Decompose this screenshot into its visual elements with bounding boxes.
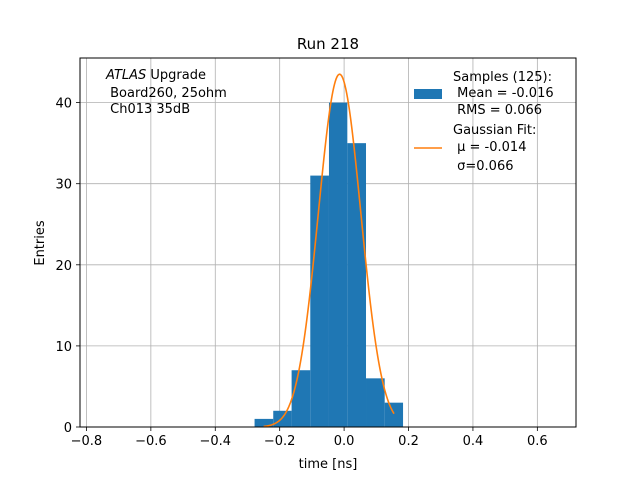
x-tick-label: −0.4 [199, 434, 231, 449]
x-tick-label: 0.4 [463, 434, 484, 449]
x-axis-label: time [ns] [299, 457, 358, 472]
annotation-line-3: Ch013 35dB [106, 102, 190, 117]
annotation-text: Upgrade [146, 68, 206, 83]
chart-title: Run 218 [297, 35, 359, 53]
histogram-bar [254, 418, 274, 427]
x-tick-label: 0.6 [527, 434, 548, 449]
histogram-bar [366, 378, 385, 427]
legend-fit-line-3: σ=0.066 [453, 159, 513, 174]
annotation-line-2: Board260, 25ohm [106, 86, 227, 101]
legend-histogram-swatch [414, 89, 442, 99]
legend-fit-line-1: Gaussian Fit: [453, 123, 536, 138]
legend-samples-line-3: RMS = 0.066 [453, 103, 542, 118]
y-tick-label: 10 [55, 340, 72, 355]
legend-fit-line-2: μ = -0.014 [453, 140, 526, 155]
legend-samples-line-2: Mean = -0.016 [453, 86, 554, 101]
histogram-bar [291, 370, 311, 427]
legend: Samples (125): Mean = -0.016 RMS = 0.066… [414, 70, 554, 174]
annotation-line-1: ATLAS Upgrade [105, 68, 206, 83]
x-tick-label: 0.0 [334, 434, 355, 449]
y-tick-label: 40 [55, 97, 72, 112]
histogram-bars [254, 102, 404, 427]
histogram-bar [384, 402, 404, 427]
y-tick-label: 0 [64, 421, 72, 436]
x-tick-label: −0.6 [135, 434, 167, 449]
y-tick-label: 20 [55, 259, 72, 274]
x-tick-label: 0.2 [398, 434, 419, 449]
x-axis-ticks: −0.8 −0.6 −0.4 −0.2 0.0 0.2 0.4 0.6 [71, 427, 548, 449]
histogram-bar [310, 175, 329, 427]
atlas-annotation: ATLAS Upgrade Board260, 25ohm Ch013 35dB [105, 68, 227, 117]
plot-frame [79, 57, 577, 428]
x-tick-label: −0.2 [264, 434, 296, 449]
histogram-bar [328, 102, 348, 427]
histogram-bar [273, 410, 292, 427]
y-tick-label: 30 [55, 178, 72, 193]
histogram-bar [347, 143, 367, 427]
y-axis-label: Entries [33, 220, 48, 266]
annotation-italic: ATLAS [105, 68, 146, 83]
legend-samples-line-1: Samples (125): [453, 70, 552, 85]
x-tick-label: −0.8 [71, 434, 103, 449]
y-axis-ticks: 0 10 20 30 40 [55, 97, 80, 436]
gaussian-fit-line [263, 73, 395, 428]
